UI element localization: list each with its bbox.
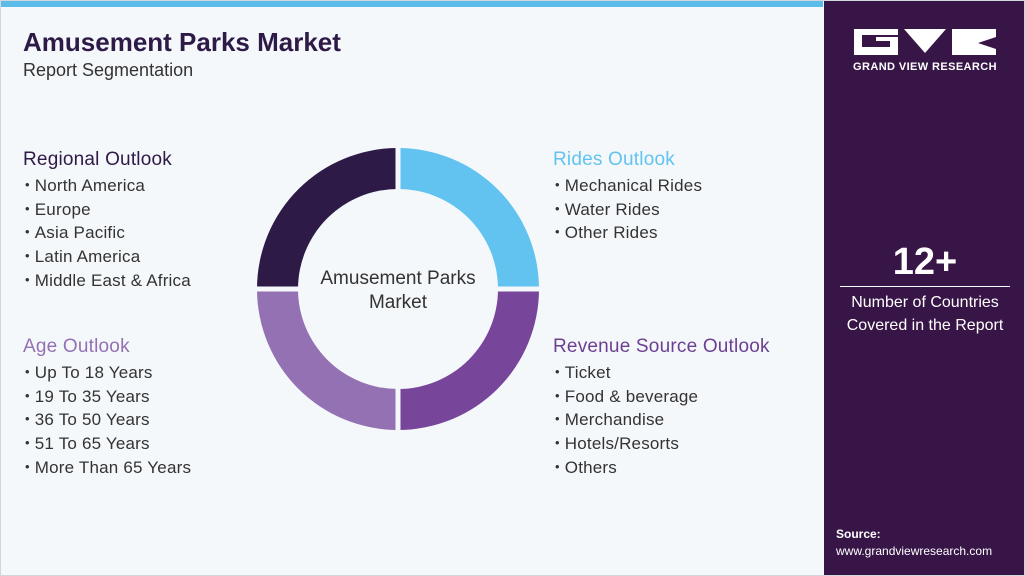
segment-item: Mechanical Rides [553,174,702,198]
segment-item: Others [553,456,770,480]
segment-item: Middle East & Africa [23,269,191,293]
segment-list: Up To 18 Years19 To 35 Years36 To 50 Yea… [23,361,191,480]
donut-segment [398,289,539,430]
donut-segment [257,289,398,430]
brand: GRAND VIEW RESEARCH [853,61,997,73]
segment-item: Water Rides [553,198,702,222]
segment-item: Up To 18 Years [23,361,191,385]
segment-item: Merchandise [553,408,770,432]
segment-list: Mechanical RidesWater RidesOther Rides [553,174,702,245]
segment: Revenue Source Outlook TicketFood & bever… [553,336,770,480]
sidebar: GRAND VIEW RESEARCH 12+ Number of Countr… [824,1,1024,575]
segment: Age Outlook Up To 18 Years19 To 35 Years3… [23,336,191,480]
segment-item: Other Rides [553,221,702,245]
stat: 12+ [892,241,958,283]
segment-item: More Than 65 Years [23,456,191,480]
segment-item: Hotels/Resorts [553,432,770,456]
stat-label: Number of Countries Covered in the Repor… [846,294,1004,334]
subtitle: Report Segmentation [23,60,194,80]
segment-title: Age Outlook [23,336,130,357]
segment-item: Ticket [553,361,770,385]
segment-title: Revenue Source Outlook [553,336,770,357]
segment-title: Rides Outlook [553,149,675,170]
segment-item: Food & beverage [553,385,770,409]
segment-item: Europe [23,198,191,222]
segment-list: North AmericaEuropeAsia PacificLatin Ame… [23,174,191,293]
segment-item: 19 To 35 Years [23,385,191,409]
top-bar [1,1,823,7]
center-label: Amusement Parks Market [320,268,476,313]
segment-list: TicketFood & beverageMerchandiseHotels/R… [553,361,770,480]
divider [840,286,1010,287]
donut-segment [398,148,539,289]
segment: Rides Outlook Mechanical RidesWater Rides… [553,149,702,245]
donut [250,141,546,437]
segment-item: North America [23,174,191,198]
title: Amusement Parks Market [23,27,341,57]
segment-item: Latin America [23,245,191,269]
segment-title: Regional Outlook [23,149,172,170]
source-label: Source: [836,527,881,541]
segment-item: 51 To 65 Years [23,432,191,456]
logo [854,29,996,55]
source-url: www.grandviewresearch.com [836,544,993,558]
segment: Regional Outlook North AmericaEuropeAsia … [23,149,191,293]
segment-item: Asia Pacific [23,221,191,245]
donut-segment [257,148,398,289]
segment-item: 36 To 50 Years [23,408,191,432]
